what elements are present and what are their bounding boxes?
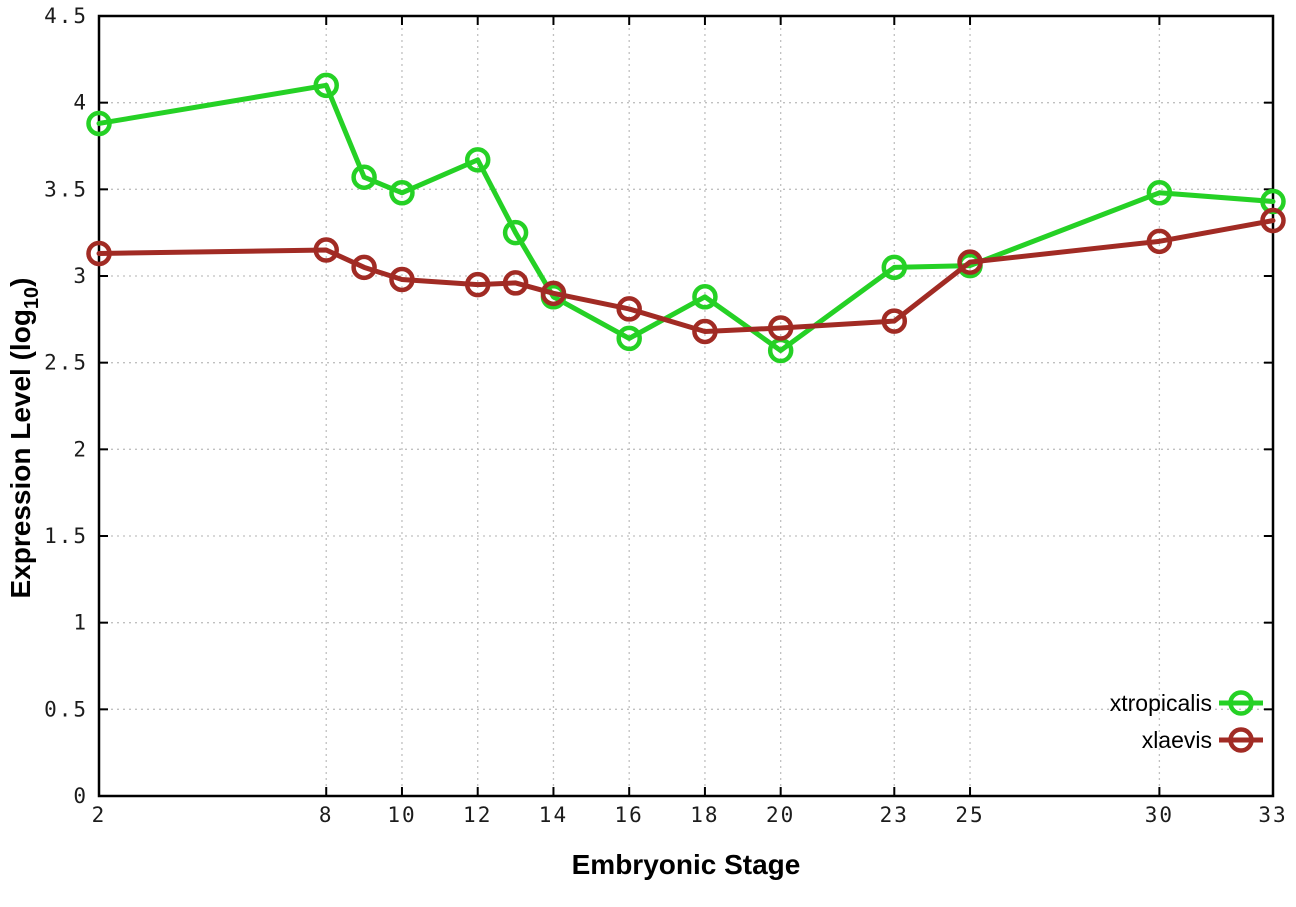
x-tick-label-23: 23 [880, 803, 909, 827]
x-axis-title: Embryonic Stage [572, 849, 801, 880]
y-tick-label-2.5: 2.5 [44, 351, 88, 375]
x-tick-label-18: 18 [690, 803, 719, 827]
data-point-xtropicalis-23 [881, 254, 908, 281]
x-tick-label-20: 20 [766, 803, 795, 827]
series-line-xlaevis [96, 218, 1276, 334]
grid-lines [99, 16, 1273, 796]
y-tick-label-4.5: 4.5 [44, 4, 88, 28]
data-point-xlaevis-9 [351, 254, 377, 281]
y-tick-label-1: 1 [73, 611, 88, 635]
x-tick-label-10: 10 [387, 803, 416, 827]
data-series [86, 72, 1286, 364]
y-tick-label-2: 2 [73, 437, 88, 461]
data-point-xtropicalis-13 [502, 219, 529, 246]
x-tick-label-33: 33 [1258, 803, 1287, 827]
legend: xtropicalis xlaevis [1110, 690, 1263, 753]
data-point-xlaevis-13 [502, 270, 529, 296]
x-tick-label-25: 25 [955, 803, 984, 827]
data-point-xtropicalis-30 [1146, 180, 1173, 206]
data-point-xlaevis-23 [881, 308, 908, 334]
x-tick-label-8: 8 [319, 803, 334, 827]
y-tick-label-3.5: 3.5 [44, 177, 88, 201]
y-axis-title-main: Expression Level (log [5, 309, 36, 598]
plot-border [97, 14, 1275, 798]
y-axis-title-subscript: 10 [21, 287, 43, 309]
data-point-xtropicalis-8 [313, 72, 339, 99]
data-point-xlaevis-30 [1146, 228, 1173, 255]
data-point-xlaevis-18 [692, 318, 718, 345]
legend-sample-marker-xtropicalis [1228, 690, 1254, 716]
data-point-xlaevis-16 [616, 296, 642, 322]
legend-label-xtropicalis: xtropicalis [1110, 690, 1212, 716]
y-tick-label-1.5: 1.5 [44, 524, 88, 548]
series-line-xtropicalis [96, 82, 1276, 354]
legend-item-xlaevis: xlaevis [1142, 727, 1263, 753]
data-point-xlaevis-8 [313, 237, 339, 263]
y-axis-title: Expression Level (log10) [5, 278, 43, 599]
data-point-xtropicalis-9 [351, 164, 377, 190]
legend-item-xtropicalis: xtropicalis [1110, 690, 1263, 716]
x-tick-label-16: 16 [615, 803, 644, 827]
data-point-xlaevis-33 [1260, 207, 1286, 234]
data-point-xlaevis-20 [767, 315, 794, 341]
data-point-xlaevis-10 [389, 266, 415, 293]
y-tick-label-3: 3 [73, 264, 88, 288]
axis-ticks [98, 15, 1274, 797]
data-point-xlaevis-25 [957, 249, 983, 275]
y-tick-label-0.5: 0.5 [44, 697, 88, 721]
x-tick-label-12: 12 [463, 803, 492, 827]
data-point-xtropicalis-10 [389, 180, 415, 206]
data-point-xtropicalis-18 [692, 284, 718, 310]
x-tick-label-30: 30 [1145, 803, 1174, 827]
tick-labels: 2 8 10 12 14 16 18 20 23 25 30 33 0 0.5 1 1.5 2 2.5 3 3.5 4 4… [44, 4, 1287, 827]
data-point-xtropicalis-2 [86, 110, 112, 137]
y-axis-title-end: ) [5, 278, 36, 287]
y-tick-label-4: 4 [73, 91, 88, 115]
x-tick-label-2: 2 [92, 803, 107, 827]
data-point-xlaevis-12 [464, 271, 491, 298]
legend-sample-marker-xlaevis [1228, 727, 1254, 753]
data-point-xlaevis-2 [86, 240, 112, 267]
data-point-xtropicalis-16 [616, 325, 642, 352]
x-tick-label-14: 14 [539, 803, 568, 827]
data-point-xtropicalis-12 [464, 147, 491, 173]
data-point-xlaevis-14 [540, 280, 567, 307]
y-tick-label-0: 0 [73, 784, 88, 808]
legend-label-xlaevis: xlaevis [1142, 727, 1212, 753]
